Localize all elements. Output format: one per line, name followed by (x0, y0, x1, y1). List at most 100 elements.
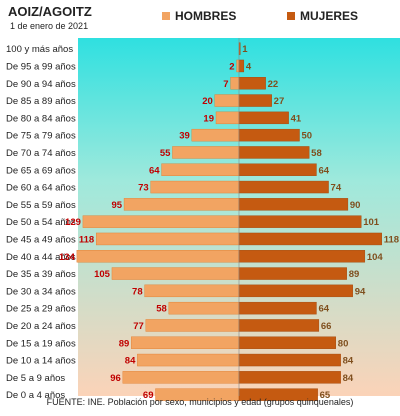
age-group-label: De 60 a 64 años (6, 183, 76, 194)
bar-mujeres (238, 371, 341, 384)
value-label-hombres: 78 (132, 286, 143, 297)
age-group-label: 100 y más años (6, 44, 73, 55)
legend-hombres-swatch (162, 12, 170, 20)
age-group-label: De 85 a 89 años (6, 96, 76, 107)
bar-mujeres (238, 198, 349, 211)
legend-mujeres: MUJERES (287, 9, 358, 23)
age-group-label: De 90 a 94 años (6, 79, 76, 90)
value-label-hombres: 20 (202, 96, 213, 107)
age-group-label: De 35 a 39 años (6, 269, 76, 280)
bar-mujeres (238, 146, 310, 159)
value-label-hombres: 7 (223, 79, 228, 90)
value-label-mujeres: 84 (343, 356, 354, 367)
age-group-label: De 30 a 34 años (6, 286, 76, 297)
value-label-hombres: 89 (119, 338, 130, 349)
bar-mujeres (238, 77, 266, 90)
value-label-mujeres: 65 (320, 390, 331, 401)
age-group-label: De 15 a 19 años (6, 338, 76, 349)
age-group-label: De 45 a 49 años (6, 234, 76, 245)
value-label-mujeres: 50 (302, 131, 313, 142)
value-label-hombres: 73 (138, 183, 149, 194)
value-label-mujeres: 84 (343, 373, 354, 384)
bar-mujeres (238, 94, 272, 107)
bar-hombres (191, 128, 240, 142)
bar-mujeres (238, 250, 366, 263)
value-label-hombres: 129 (65, 217, 81, 228)
age-group-label: De 50 a 54 años (6, 217, 76, 228)
bar-hombres (168, 301, 240, 315)
value-label-hombres: 95 (111, 200, 122, 211)
value-label-mujeres: 66 (321, 321, 332, 332)
bar-hombres (122, 371, 240, 384)
bar-mujeres (238, 59, 245, 73)
value-label-mujeres: 118 (384, 234, 399, 245)
value-label-mujeres: 94 (355, 286, 366, 297)
bar-hombres (123, 198, 240, 211)
legend-mujeres-label: MUJERES (300, 9, 359, 23)
bar-mujeres (238, 353, 341, 367)
chart-date: 1 de enero de 2021 (10, 21, 89, 31)
value-label-hombres: 105 (94, 269, 111, 280)
bar-mujeres (238, 319, 320, 332)
value-label-mujeres: 104 (367, 252, 384, 263)
bar-mujeres (238, 111, 289, 125)
value-label-hombres: 55 (160, 148, 171, 159)
age-group-label: De 40 a 44 años (6, 252, 76, 263)
value-label-hombres: 64 (149, 165, 160, 176)
age-group-label: De 55 a 59 años (6, 200, 76, 211)
value-label-hombres: 39 (179, 131, 190, 142)
value-label-mujeres: 90 (350, 200, 361, 211)
bar-hombres (214, 94, 240, 107)
value-label-mujeres: 101 (363, 217, 380, 228)
source-note: FUENTE: INE. Población por sexo, municip… (46, 397, 354, 407)
age-group-label: De 10 a 14 años (6, 356, 76, 367)
value-label-hombres: 58 (156, 304, 167, 315)
age-group-label: De 5 a 9 años (6, 373, 65, 384)
value-label-mujeres: 74 (331, 183, 342, 194)
value-label-mujeres: 22 (268, 79, 279, 90)
age-group-label: De 75 a 79 años (6, 131, 76, 142)
bar-hombres (215, 111, 240, 125)
value-label-mujeres: 41 (291, 113, 302, 124)
value-label-hombres: 84 (125, 356, 136, 367)
value-label-mujeres: 80 (338, 338, 349, 349)
value-label-hombres: 69 (143, 390, 154, 401)
bar-hombres (150, 180, 240, 194)
bar-hombres (131, 336, 240, 349)
bar-hombres (161, 163, 240, 176)
bar-mujeres (238, 284, 353, 298)
age-group-label: De 65 a 69 años (6, 165, 76, 176)
age-group-label: De 80 a 84 años (6, 113, 76, 124)
bar-mujeres (238, 232, 382, 246)
legend-mujeres-swatch (287, 12, 295, 20)
age-group-label: De 25 a 29 años (6, 304, 76, 315)
bar-hombres (145, 319, 240, 332)
value-label-hombres: 77 (133, 321, 144, 332)
value-label-mujeres: 27 (274, 96, 285, 107)
bar-mujeres (238, 180, 329, 194)
age-group-label: De 0 a 4 años (6, 390, 65, 401)
value-label-mujeres: 58 (311, 148, 322, 159)
bar-mujeres (238, 163, 317, 176)
bar-hombres (137, 353, 240, 367)
chart-title: AOIZ/AGOITZ (8, 4, 92, 19)
value-label-hombres: 118 (79, 234, 94, 245)
age-group-label: De 95 a 99 años (6, 61, 76, 72)
value-label-hombres: 19 (203, 113, 214, 124)
age-group-label: De 20 a 24 años (6, 321, 76, 332)
bar-mujeres (238, 301, 317, 315)
bar-hombres (172, 146, 240, 159)
bar-hombres (96, 232, 240, 246)
value-label-hombres: 96 (110, 373, 121, 384)
bar-mujeres (238, 336, 337, 349)
value-label-hombres: 2 (229, 61, 234, 72)
age-group-label: De 70 a 74 años (6, 148, 76, 159)
value-label-mujeres: 4 (246, 61, 252, 72)
value-label-mujeres: 1 (242, 44, 248, 55)
value-label-mujeres: 89 (349, 269, 360, 280)
value-label-mujeres: 64 (318, 165, 329, 176)
legend-hombres: HOMBRES (162, 9, 236, 23)
bar-hombres (236, 59, 240, 73)
legend-hombres-label: HOMBRES (175, 9, 237, 23)
